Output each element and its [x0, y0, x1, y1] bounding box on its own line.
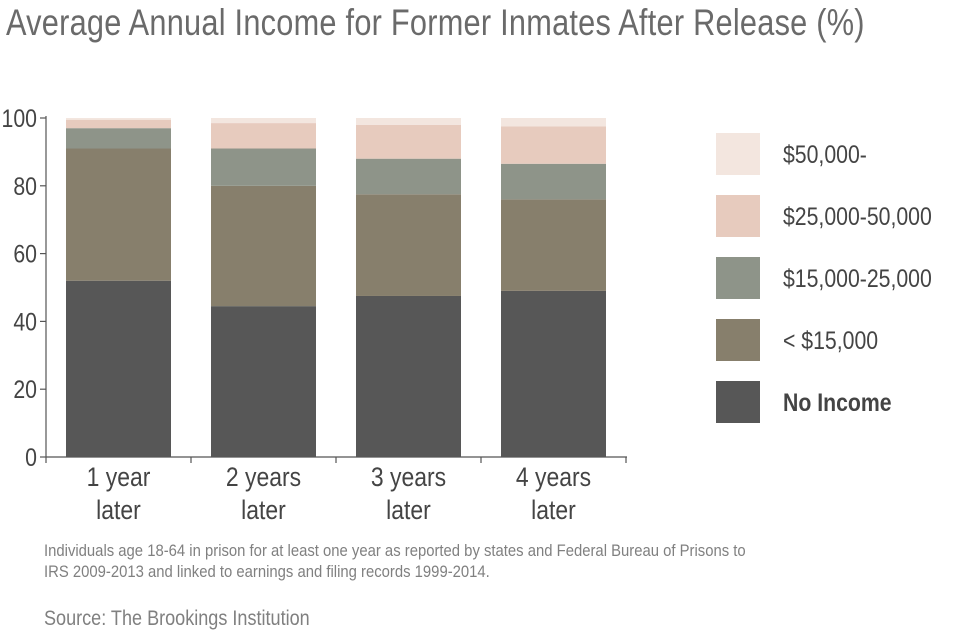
bar-segment	[356, 118, 461, 125]
bar-segment	[211, 185, 316, 307]
chart-footnote: Individuals age 18-64 in prison for at l…	[44, 542, 746, 581]
y-tick-label: 40	[13, 308, 37, 336]
x-tick-label: 3 years later	[371, 462, 446, 525]
bar-segment	[211, 306, 316, 457]
y-tick-label: 100	[2, 104, 37, 132]
bar-segment	[66, 119, 171, 129]
chart-title: Average Annual Income for Former Inmates…	[6, 2, 865, 43]
legend-swatch	[716, 133, 760, 175]
bar-segment	[211, 123, 316, 149]
x-tick-label: 2 years later	[226, 462, 301, 525]
bar-segment	[356, 295, 461, 457]
x-tick-label: 4 years later	[516, 462, 591, 525]
bar-segment	[501, 126, 606, 164]
bar-segment	[66, 148, 171, 281]
bar-segment	[356, 124, 461, 159]
x-tick-label: 1 year later	[87, 462, 151, 525]
legend-label: $50,000-	[783, 140, 867, 168]
legend-label: $25,000-50,000	[783, 202, 932, 230]
legend-swatch	[716, 319, 760, 361]
y-tick-label: 80	[13, 172, 37, 200]
y-tick-label: 20	[13, 376, 37, 404]
bars-layer	[66, 118, 606, 457]
axes-layer: 1 year later 2 years later 3 years later 4 yea…	[2, 104, 627, 525]
legend-swatch	[716, 257, 760, 299]
bar-segment	[66, 118, 171, 120]
legend-swatch	[716, 381, 760, 423]
source-credit: Source: The Brookings Institution	[44, 607, 310, 630]
legend-label: No Income	[783, 388, 892, 416]
bar-segment	[211, 118, 316, 124]
bar-segment	[356, 158, 461, 195]
y-tick-label: 0	[25, 443, 37, 471]
bar-segment	[501, 290, 606, 457]
bar-segment	[66, 128, 171, 149]
bar-segment	[501, 163, 606, 200]
bar-segment	[356, 194, 461, 296]
y-tick-label: 60	[13, 240, 37, 268]
stacked-bar-chart: 1 year later 2 years later 3 years later 4 yea…	[2, 104, 932, 525]
bar-segment	[66, 280, 171, 457]
legend-swatch	[716, 195, 760, 237]
legend-label: $15,000-25,000	[783, 264, 932, 292]
legend-label: < $15,000	[783, 326, 878, 354]
bar-segment	[501, 118, 606, 127]
legend: $50,000- $25,000-50,000 $15,000-25,000 < $1…	[716, 133, 932, 423]
bar-segment	[211, 148, 316, 186]
bar-segment	[501, 199, 606, 291]
